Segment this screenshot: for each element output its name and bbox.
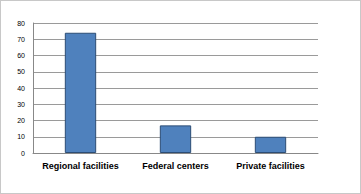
svg-text:20: 20 (17, 117, 25, 124)
svg-text:80: 80 (17, 20, 25, 27)
svg-text:40: 40 (17, 85, 25, 92)
svg-text:70: 70 (17, 36, 25, 43)
svg-text:Regional facilities: Regional facilities (42, 161, 119, 171)
svg-text:60: 60 (17, 52, 25, 59)
svg-text:Federal centers: Federal centers (142, 161, 209, 171)
svg-text:10: 10 (17, 133, 25, 140)
svg-text:0: 0 (21, 150, 25, 157)
svg-text:50: 50 (17, 68, 25, 75)
svg-text:Private facilities: Private facilities (236, 161, 305, 171)
svg-text:30: 30 (17, 101, 25, 108)
